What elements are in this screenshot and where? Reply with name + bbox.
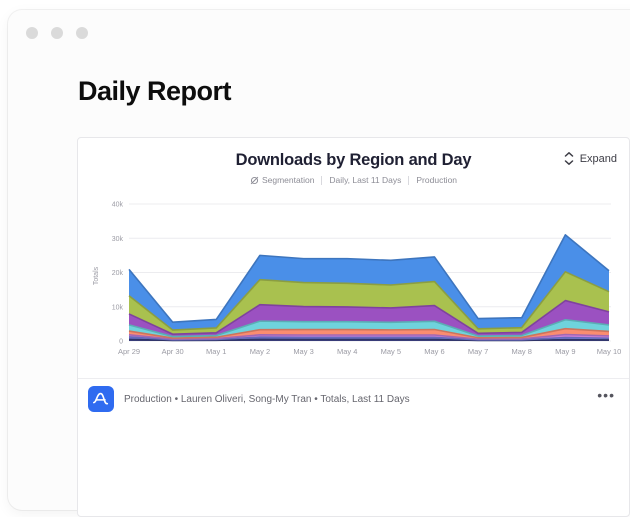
x-tick-label: May 7 — [468, 347, 488, 356]
x-tick-label: May 2 — [250, 347, 270, 356]
subtitle-range[interactable]: Daily, Last 11 Days — [329, 175, 401, 185]
x-tick-label: May 10 — [597, 347, 622, 356]
expand-icon — [564, 152, 573, 165]
x-tick-label: May 9 — [555, 347, 575, 356]
chart-area: 0 10k 20k 30k 40k Totals Apr 29 Apr 30 May 1 May … — [78, 188, 630, 366]
subtitle-divider — [408, 175, 410, 185]
subtitle-divider — [321, 175, 323, 185]
amplitude-logo-icon — [88, 386, 114, 412]
area-boundary-blue — [128, 234, 610, 323]
x-tick-label: May 6 — [424, 347, 444, 356]
subtitle-range-label: Daily, Last 11 Days — [329, 175, 402, 185]
y-tick-label: 40k — [112, 202, 124, 209]
more-options-button[interactable]: ••• — [597, 387, 615, 403]
x-tick-label: Apr 30 — [162, 347, 184, 356]
area-boundary-cyan — [128, 318, 610, 338]
window-dot-1[interactable] — [26, 27, 38, 39]
area-boundary-orchid — [128, 333, 610, 340]
app-window: Daily Report Downloads by Region and Day… — [8, 10, 630, 517]
y-tick-label: 30k — [112, 236, 124, 243]
window-dot-3[interactable] — [76, 27, 88, 39]
chart-card: Downloads by Region and Day Segmentation… — [77, 137, 630, 517]
y-tick-label: 20k — [112, 270, 124, 277]
chart-canvas[interactable]: 0 10k 20k 30k 40k Totals Apr 29 Apr 30 May 1 May … — [78, 188, 630, 366]
segmentation-icon — [250, 176, 259, 184]
area-boundary-purple — [128, 299, 610, 335]
subtitle-segmentation-label: Segmentation — [261, 175, 315, 185]
chart-title: Downloads by Region and Day — [235, 151, 472, 169]
area-boundary-olive — [128, 271, 610, 331]
y-tick-label: 10k — [112, 304, 124, 311]
area-boundary-salmon — [128, 327, 610, 339]
x-tick-label: May 5 — [381, 347, 401, 356]
y-tick-label: 0 — [119, 339, 123, 346]
footer-meta-text: Production • Lauren Oliveri, Song-My Tra… — [124, 394, 410, 405]
y-axis-label: Totals — [93, 266, 100, 285]
subtitle-segmentation[interactable]: Segmentation — [250, 175, 314, 185]
window-dot-2[interactable] — [51, 27, 63, 39]
card-footer: Production • Lauren Oliveri, Song-My Tra… — [78, 378, 629, 428]
expand-label: Expand — [579, 152, 617, 165]
x-tick-label: Apr 29 — [118, 347, 140, 356]
subtitle-environment[interactable]: Production — [416, 175, 457, 185]
page-title: Daily Report — [78, 76, 232, 106]
x-tick-label: May 4 — [337, 347, 357, 356]
window-controls — [26, 27, 88, 39]
area-boundary-navy — [128, 338, 610, 342]
x-tick-label: May 1 — [206, 347, 226, 356]
expand-button[interactable]: Expand — [564, 152, 617, 165]
x-tick-label: May 8 — [512, 347, 532, 356]
area-boundary-periwinkle — [128, 336, 610, 341]
x-tick-label: May 3 — [293, 347, 313, 356]
subtitle-environment-label: Production — [416, 175, 458, 185]
chart-subtitle: Segmentation Daily, Last 11 Days Product… — [78, 175, 629, 185]
